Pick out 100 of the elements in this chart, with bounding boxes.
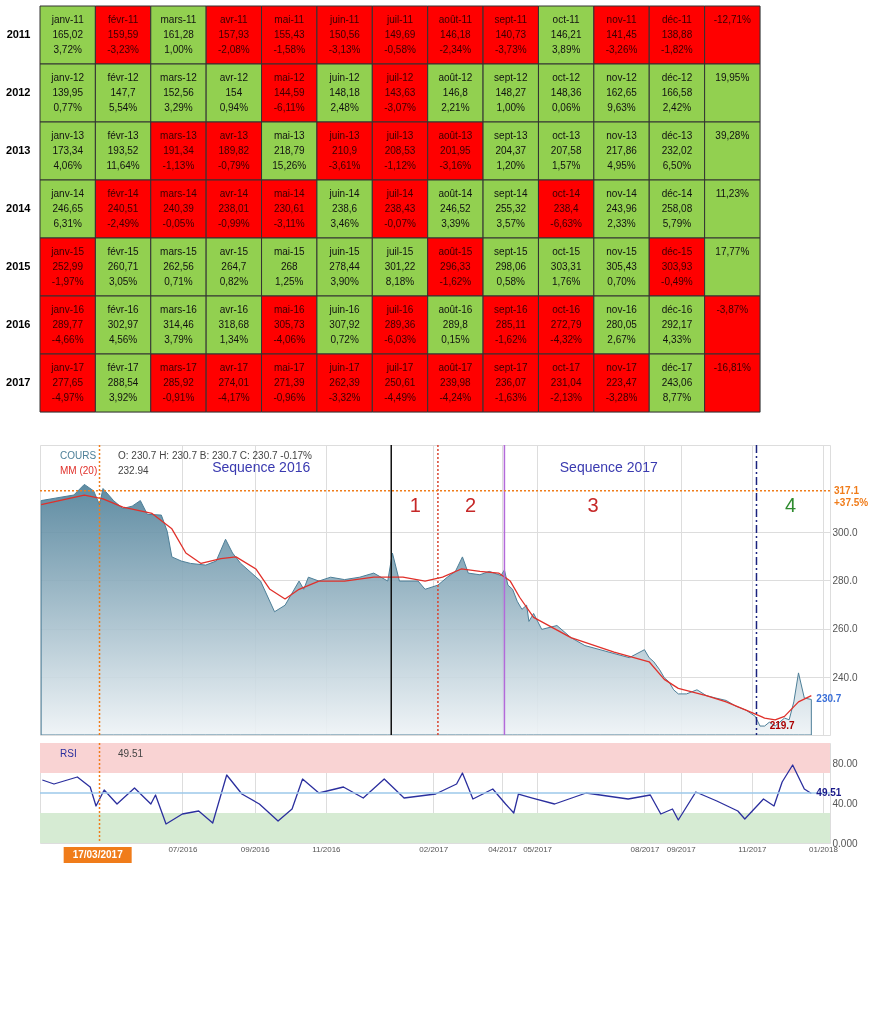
text: août-13 201,95 — [438, 130, 473, 156]
data-label: -4,32% — [550, 334, 583, 345]
data-label: -4,24% — [439, 392, 472, 403]
text: juil-13 208,53 — [384, 130, 416, 156]
data-label: 0,94% — [219, 102, 249, 113]
text: oct-13 207,58 — [550, 130, 582, 156]
data-label: 3,46% — [330, 218, 359, 229]
y-tick-label: 260.0 — [832, 623, 858, 635]
data-label: 1,76% — [551, 276, 581, 287]
data-label: -12,71% — [713, 14, 752, 25]
text: oct-15 303,31 — [550, 246, 582, 272]
annotation: 2 — [464, 493, 477, 516]
data-label: -3,73% — [494, 44, 527, 55]
text: oct-16 272,79 — [550, 304, 582, 330]
text: juin-17 262,39 — [329, 362, 360, 388]
text: janv-11 165,02 — [51, 14, 84, 40]
annotation: 219.7 — [769, 720, 796, 732]
text: avr-11 157,93 — [218, 14, 250, 40]
text: nov-17 223,47 — [606, 362, 637, 388]
data-label: 5,79% — [662, 218, 692, 229]
text: juil-14 238,43 — [384, 188, 416, 214]
data-label: 4,06% — [53, 160, 82, 171]
annotation: 232.94 — [118, 465, 150, 476]
y-tick-label: 300.0 — [832, 526, 858, 538]
y-tick-label: 2012 — [6, 86, 31, 98]
data-label: -3,07% — [384, 102, 416, 113]
annotation: 49.51 — [118, 748, 144, 759]
text: févr-13 193,52 — [107, 130, 139, 156]
data-label: 5,54% — [108, 102, 138, 113]
data-label: -3,16% — [439, 160, 472, 171]
x-tick-label: 09/2016 — [240, 844, 271, 854]
data-label: -6,63% — [550, 218, 583, 229]
text: juin-13 210,9 — [329, 130, 360, 156]
data-label: 3,57% — [496, 218, 526, 229]
text: déc-15 303,93 — [661, 246, 693, 272]
data-label: -1,62% — [439, 276, 472, 287]
y-tick-label: 2016 — [6, 318, 31, 330]
data-label: -3,61% — [328, 160, 361, 171]
text: déc-13 232,02 — [661, 130, 693, 156]
data-label: 3,29% — [164, 102, 193, 113]
text: oct-14 238,4 — [552, 188, 581, 214]
data-label: 3,72% — [53, 44, 82, 55]
annotation: O: 230.7 H: 230.7 B: 230.7 C: 230.7 -0.17% — [118, 450, 313, 461]
data-label: 0,82% — [219, 276, 249, 287]
text: juin-11 150,56 — [329, 14, 360, 40]
text: nov-13 217,86 — [606, 130, 637, 156]
text: févr-17 288,54 — [107, 362, 139, 388]
data-label: 1,00% — [496, 102, 526, 113]
data-label: -3,11% — [273, 218, 305, 229]
data-label: 19,95% — [715, 72, 750, 83]
text: mars-14 240,39 — [160, 188, 197, 214]
data-label: -6,03% — [384, 334, 416, 345]
x-tick-label: 09/2017 — [666, 844, 697, 854]
data-label: -1,97% — [51, 276, 84, 287]
text: COURS — [60, 450, 97, 461]
data-label: -2,13% — [550, 392, 583, 403]
text: août-16 289,8 — [438, 304, 473, 330]
data-label: -16,81% — [713, 362, 752, 373]
text: juin-16 307,92 — [329, 304, 360, 330]
data-label: 11,64% — [106, 160, 140, 171]
data-label: 0,70% — [607, 276, 636, 287]
annotation: Sequence 2016 — [212, 459, 311, 476]
data-label: 1,20% — [496, 160, 526, 171]
x-tick-label: 11/2017 — [738, 844, 768, 854]
data-label: 2,67% — [607, 334, 636, 345]
data-label: -4,06% — [273, 334, 306, 345]
data-label: 11,23% — [715, 188, 749, 199]
annotation: 3 — [587, 493, 599, 516]
text: sept-14 255,32 — [494, 188, 528, 214]
annotation: 230.7 — [816, 693, 842, 705]
text: mai-13 218,79 — [273, 130, 305, 156]
text: mars-17 285,92 — [160, 362, 197, 388]
data-label: 2,33% — [607, 218, 636, 229]
text: févr-14 240,51 — [107, 188, 139, 214]
text: juin-14 238,6 — [329, 188, 360, 214]
data-label: -1,82% — [661, 44, 693, 55]
text: avr-14 238,01 — [218, 188, 250, 214]
data-label: 4,33% — [662, 334, 692, 345]
x-tick-label: 11/2016 — [312, 844, 342, 854]
data-label: 6,31% — [53, 218, 82, 229]
x-tick-label: 04/2017 — [488, 844, 518, 854]
data-label: -0,99% — [218, 218, 250, 229]
text: sept-13 204,37 — [494, 130, 528, 156]
data-label: -3,87% — [716, 304, 749, 315]
data-label: 3,90% — [330, 276, 359, 287]
data-label: 3,39% — [441, 218, 470, 229]
y-tick-label: 240.0 — [832, 671, 858, 683]
text: août-14 246,52 — [438, 188, 473, 214]
text: avr-12 154 — [219, 72, 249, 98]
text: févr-15 260,71 — [107, 246, 139, 272]
y-tick-label: 2011 — [6, 28, 31, 40]
data-label: -3,32% — [328, 392, 361, 403]
y-tick-label: 2014 — [6, 202, 32, 214]
text: mai-12 144,59 — [273, 72, 305, 98]
data-label: -3,26% — [605, 44, 638, 55]
data-label: -2,08% — [218, 44, 250, 55]
data-label: -4,49% — [384, 392, 416, 403]
data-label: -4,97% — [51, 392, 84, 403]
text: janv-12 139,95 — [51, 72, 85, 98]
text: mai-11 155,43 — [273, 14, 305, 40]
